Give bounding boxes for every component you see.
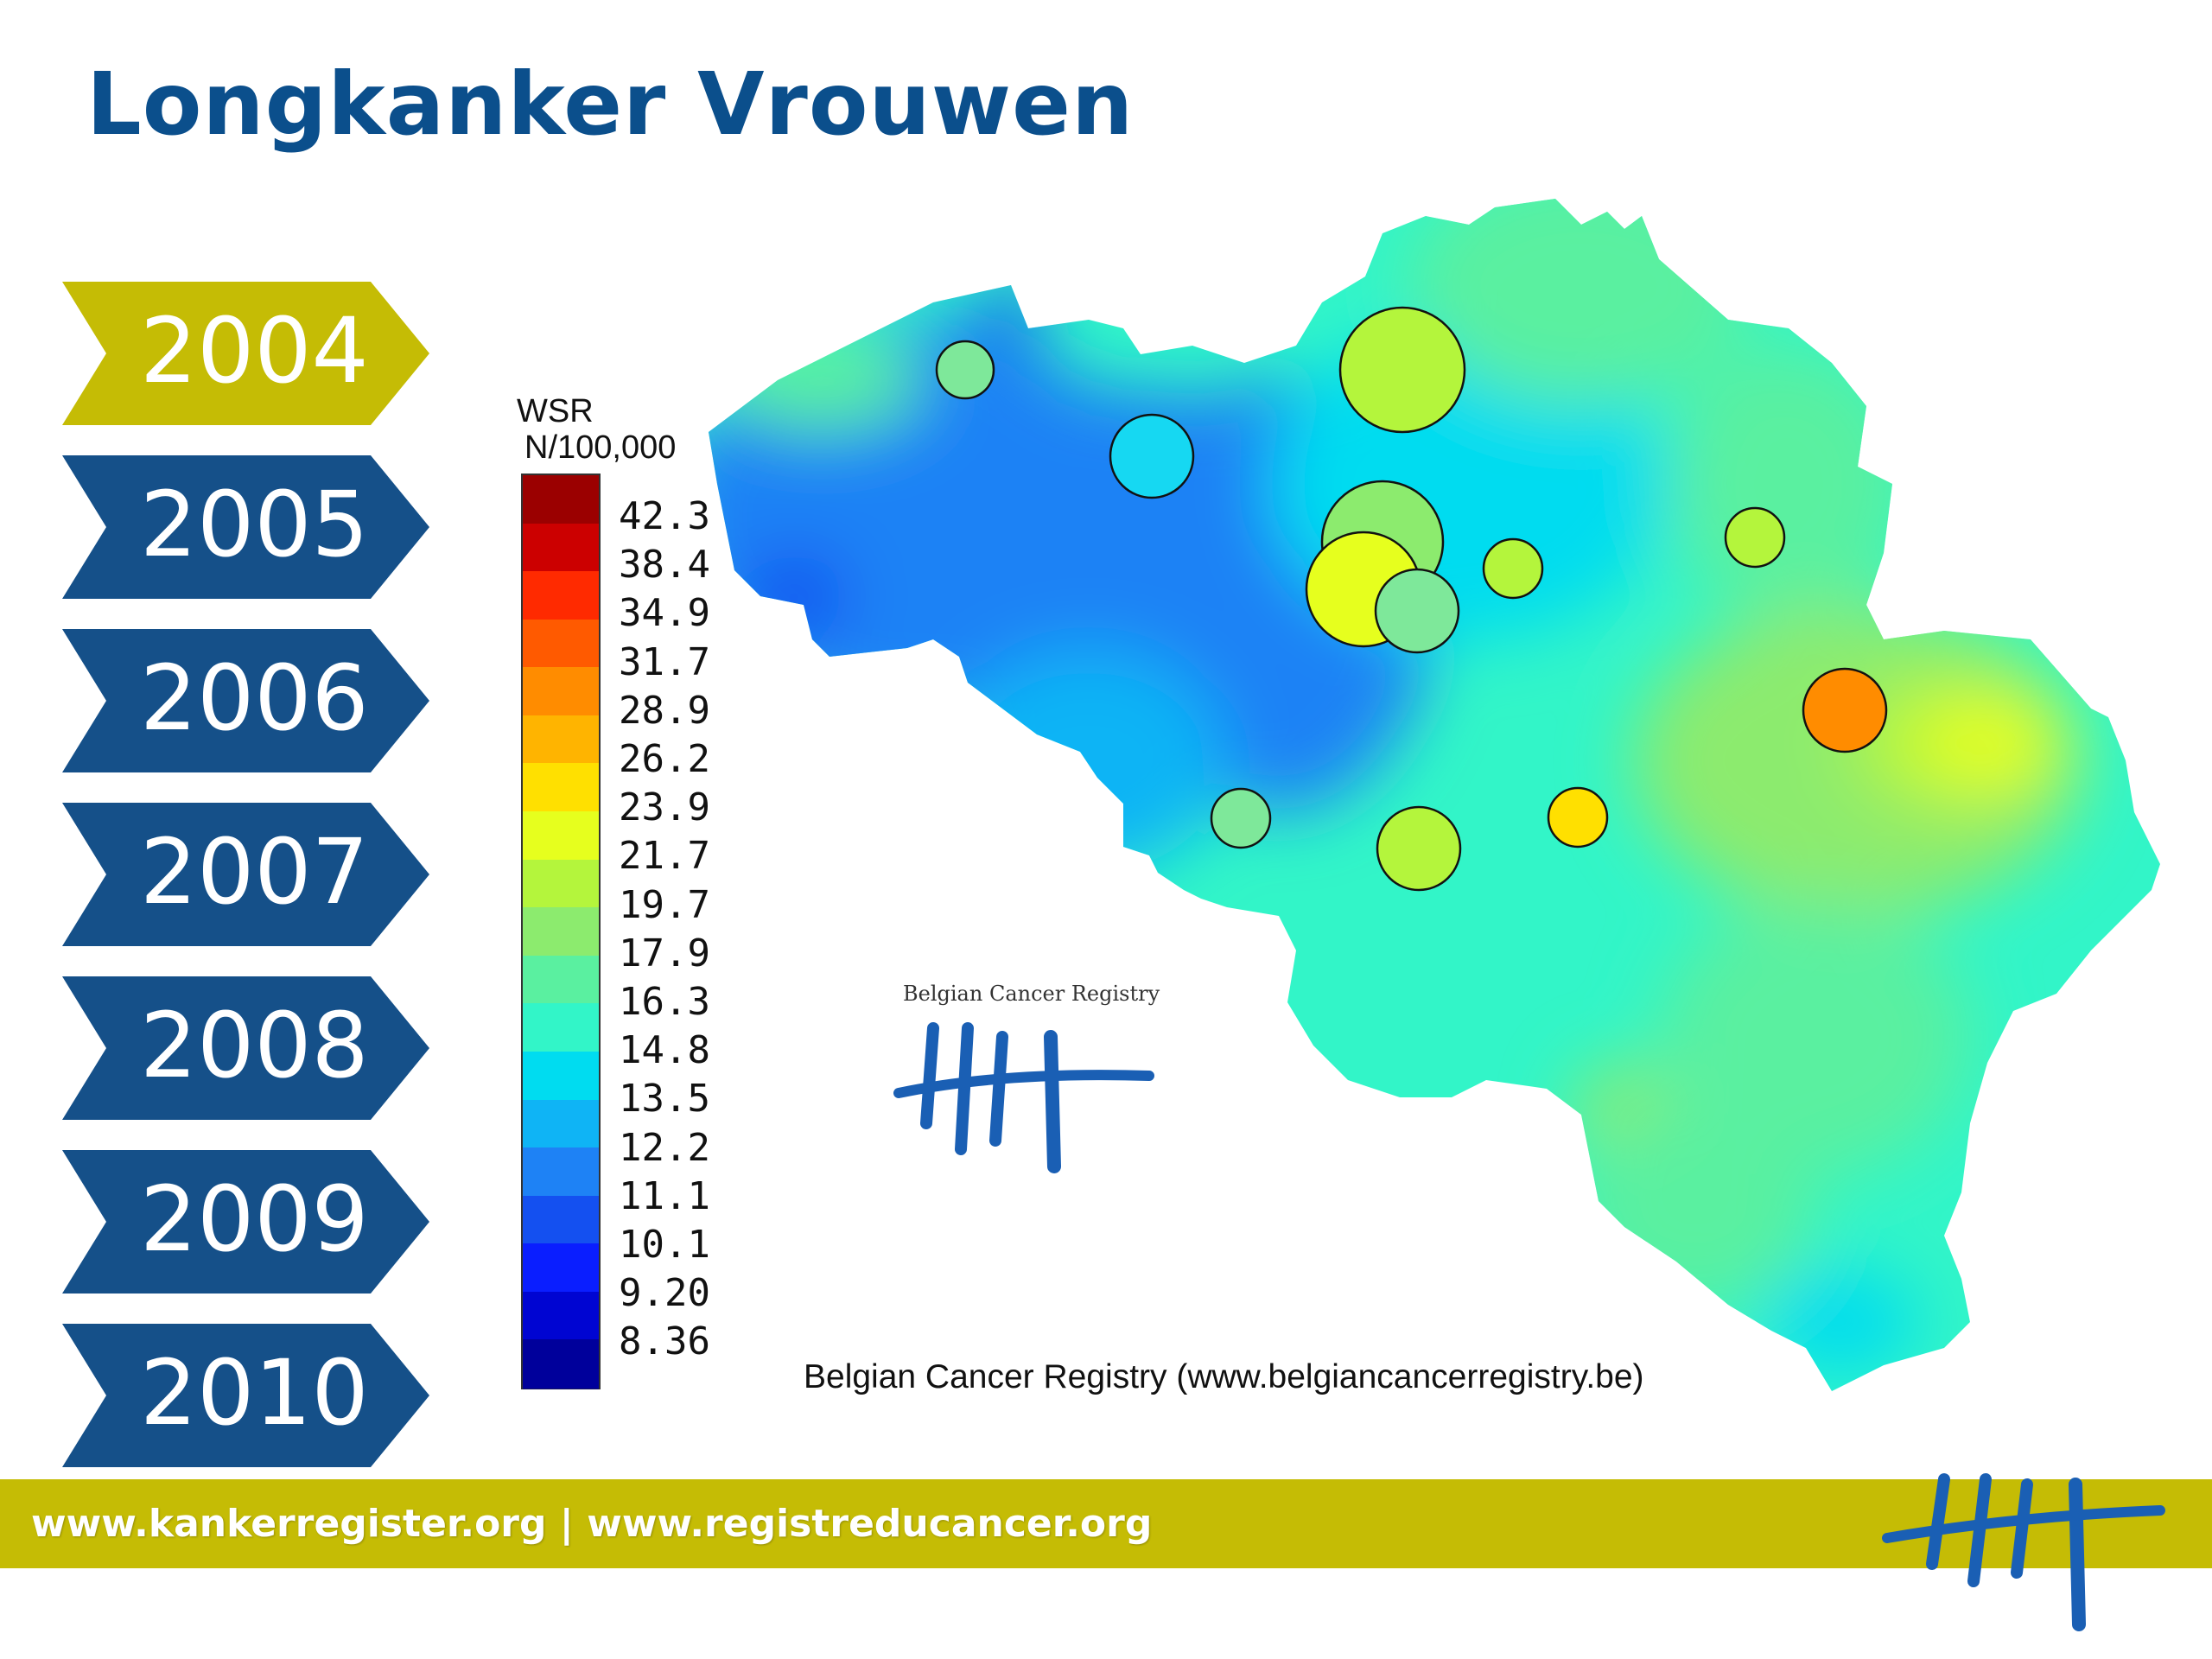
legend-tick-label: 38.4 [619, 543, 710, 588]
year-tab-label: 2005 [140, 472, 369, 577]
color-swatch [523, 571, 599, 621]
map-credit: Belgian Cancer Registry (www.belgiancanc… [804, 1358, 1644, 1395]
year-tab-label: 2010 [140, 1340, 369, 1446]
legend-tick-label: 28.9 [619, 688, 710, 733]
legend-tick-label: 9.20 [619, 1271, 710, 1316]
legend-tick-label: 42.3 [619, 494, 710, 538]
footer-logo-icon [1882, 1473, 2165, 1631]
municipality-circle [1374, 568, 1460, 654]
year-tab-2006[interactable]: 2006 [62, 629, 429, 772]
legend-tick-label: 26.2 [619, 737, 710, 781]
legend-tick-label: 14.8 [619, 1028, 710, 1073]
legend-tick-label: 10.1 [619, 1223, 710, 1267]
year-tab-label: 2007 [140, 819, 369, 925]
year-tab-label: 2009 [140, 1166, 369, 1272]
footer-bar [0, 1479, 2212, 1568]
color-swatch [523, 859, 599, 910]
municipality-circle [1547, 786, 1609, 849]
municipality-circle [935, 340, 995, 400]
municipality-circle [1210, 787, 1272, 849]
municipality-circle [1109, 413, 1195, 499]
year-tab-label: 2008 [140, 993, 369, 1098]
year-tab-label: 2004 [140, 298, 369, 404]
legend-tick-label: 11.1 [619, 1173, 710, 1218]
legend-title-wsr: WSR [517, 393, 594, 429]
color-scale-bar [521, 474, 601, 1389]
year-tab-2010[interactable]: 2010 [62, 1324, 429, 1467]
year-tab-2005[interactable]: 2005 [62, 455, 429, 599]
legend-tick-label: 21.7 [619, 834, 710, 879]
legend-tick-label: 12.2 [619, 1125, 710, 1170]
legend-tick-label: 34.9 [619, 591, 710, 636]
year-tab-2007[interactable]: 2007 [62, 803, 429, 946]
municipality-circle [1338, 306, 1466, 434]
legend-tick-label: 17.9 [619, 931, 710, 976]
municipality-circle [1802, 667, 1888, 753]
legend-tick-label: 31.7 [619, 639, 710, 684]
color-swatch [523, 619, 599, 670]
year-tab-2004[interactable]: 2004 [62, 282, 429, 425]
year-tab-2009[interactable]: 2009 [62, 1150, 429, 1294]
page-title: Longkanker Vrouwen [86, 54, 1135, 155]
municipality-circle [1376, 805, 1462, 892]
color-swatch [523, 523, 599, 574]
circle-layer [935, 306, 1888, 892]
legend-tick-label: 19.7 [619, 882, 710, 927]
bcr-logo-caption: Belgian Cancer Registry [903, 982, 1160, 1006]
legend-tick-label: 23.9 [619, 785, 710, 830]
color-swatch [523, 1339, 599, 1389]
municipality-circle [1724, 506, 1786, 569]
year-tab-label: 2006 [140, 645, 369, 751]
color-swatch [523, 811, 599, 861]
legend-tick-label: 16.3 [619, 980, 710, 1024]
bcr-logo-icon [893, 1022, 1154, 1173]
color-swatch [523, 1099, 599, 1150]
footer-links[interactable]: www.kankerregister.org | www.registreduc… [31, 1502, 1153, 1546]
legend-tick-label: 13.5 [619, 1077, 710, 1122]
year-tab-2008[interactable]: 2008 [62, 976, 429, 1120]
color-swatch [523, 907, 599, 957]
color-swatch [523, 763, 599, 814]
legend-tick-label: 8.36 [619, 1319, 710, 1364]
municipality-circle [1482, 537, 1544, 600]
legend-title-unit: N/100,000 [524, 429, 677, 466]
color-swatch [523, 1195, 599, 1246]
